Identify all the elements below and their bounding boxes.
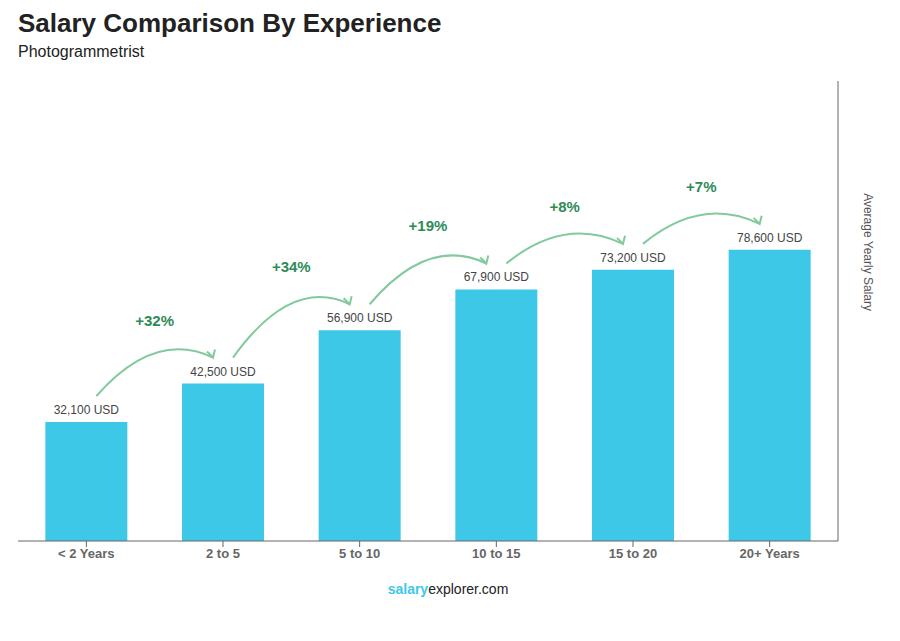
svg-text:2 to 5: 2 to 5	[206, 546, 240, 561]
svg-text:+34%: +34%	[272, 258, 311, 275]
svg-text:67,900 USD: 67,900 USD	[464, 270, 530, 284]
svg-text:+19%: +19%	[409, 217, 448, 234]
svg-text:< 2 Years: < 2 Years	[58, 546, 115, 561]
svg-text:15 to 20: 15 to 20	[609, 546, 657, 561]
svg-text:Average Yearly Salary: Average Yearly Salary	[861, 193, 875, 311]
svg-text:+32%: +32%	[135, 312, 174, 329]
svg-text:73,200 USD: 73,200 USD	[600, 251, 666, 265]
svg-text:32,100 USD: 32,100 USD	[54, 403, 120, 417]
svg-text:56,900 USD: 56,900 USD	[327, 311, 393, 325]
svg-text:42,500 USD: 42,500 USD	[190, 365, 256, 379]
html-text:salary explorer.com: salary explorer.com	[387, 581, 509, 597]
svg-text:+8%: +8%	[549, 198, 579, 215]
svg-text:20+ Years: 20+ Years	[740, 546, 800, 561]
svg-text:78,600 USD: 78,600 USD	[737, 231, 803, 245]
svg-text:5 to 10: 5 to 10	[339, 546, 380, 561]
html-text:Photogrammetrist: Photogrammetrist	[18, 43, 145, 60]
svg-text:+7%: +7%	[686, 178, 716, 195]
svg-text:10 to 15: 10 to 15	[472, 546, 520, 561]
html-text:Salary Comparison By Experienc: Salary Comparison By Experience	[18, 8, 442, 38]
